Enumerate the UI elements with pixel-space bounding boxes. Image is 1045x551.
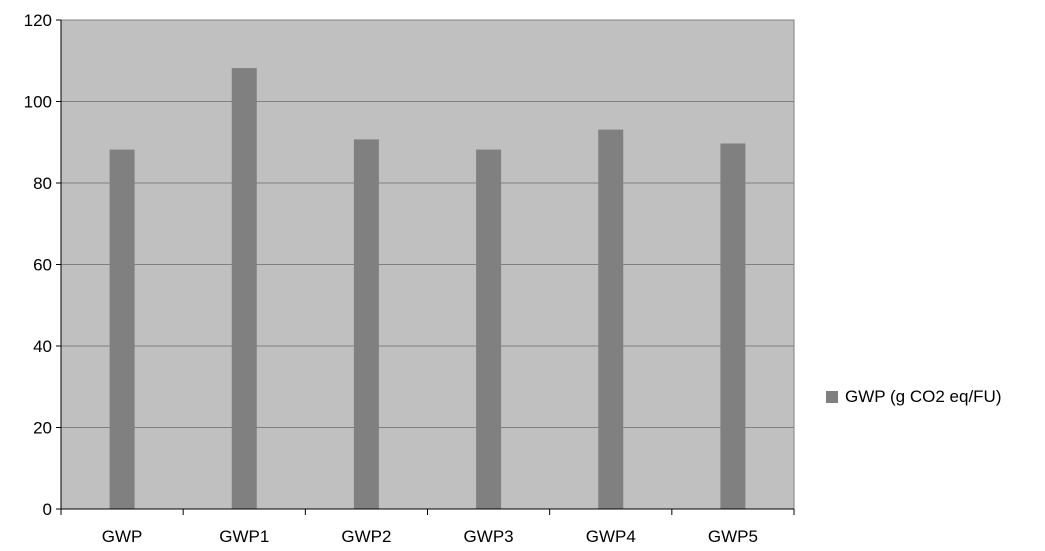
legend-label: GWP (g CO2 eq/FU)	[845, 387, 1002, 406]
y-tick-label: 20	[33, 419, 52, 438]
y-tick-label: 40	[33, 337, 52, 356]
y-tick-label: 0	[43, 500, 52, 519]
bar	[353, 139, 379, 509]
y-tick-label: 80	[33, 174, 52, 193]
x-tick-label: GWP	[102, 527, 143, 546]
bars	[109, 68, 746, 510]
x-tick-label: GWP4	[586, 527, 636, 546]
bar	[598, 129, 624, 509]
y-tick-label: 60	[33, 256, 52, 275]
bar	[720, 143, 746, 509]
axes: 0 20 40 60 80 100 120 GWP GWP1 GWP2 GWP3 GWP4 GWP5	[24, 11, 795, 546]
bar	[109, 149, 135, 509]
x-tick-label: GWP1	[219, 527, 269, 546]
x-tick-label: GWP2	[341, 527, 391, 546]
y-tick-label: 100	[24, 93, 52, 112]
y-tick-label: 120	[24, 11, 52, 30]
bar	[231, 68, 257, 510]
bar	[476, 149, 502, 509]
x-tick-label: GWP3	[464, 527, 514, 546]
gridlines	[61, 101, 794, 428]
legend: GWP (g CO2 eq/FU)	[826, 387, 1002, 406]
x-tick-label: GWP5	[708, 527, 758, 546]
legend-swatch	[826, 391, 838, 403]
